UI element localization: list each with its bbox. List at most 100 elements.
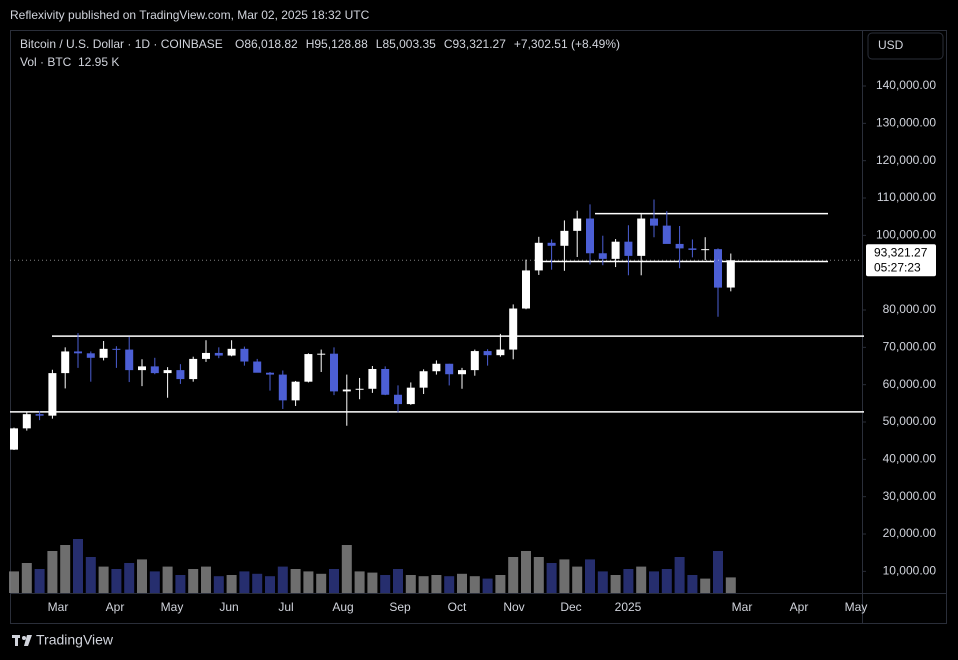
x-tick-label: Sep — [389, 600, 411, 614]
volume-bar — [393, 569, 403, 593]
candle-body — [445, 363, 454, 375]
currency-button[interactable] — [867, 32, 944, 60]
candle-body — [394, 394, 402, 405]
candle-body — [624, 241, 633, 256]
candle-body — [368, 368, 377, 389]
candle-body — [714, 249, 722, 288]
candle-body — [253, 361, 262, 373]
x-tick-label: 2025 — [615, 600, 642, 614]
volume-bar — [329, 569, 339, 593]
candle-body — [522, 270, 530, 309]
candle-body — [611, 241, 620, 259]
volume-title: Vol · BTC — [20, 55, 72, 69]
publish-info: Reflexivity published on TradingView.com… — [10, 8, 370, 22]
volume-bar — [367, 572, 378, 593]
volume-bar — [713, 551, 723, 593]
volume-bar — [508, 557, 519, 593]
candle-body — [560, 230, 569, 246]
y-tick-label: 120,000.00 — [876, 153, 936, 167]
volume-bar — [226, 575, 237, 593]
candle-body — [355, 388, 364, 390]
candle-body — [202, 352, 210, 359]
volume-bar — [21, 563, 32, 593]
candle-body — [586, 218, 594, 254]
y-tick-label: 30,000.00 — [883, 489, 937, 503]
candle-body — [214, 352, 223, 356]
volume-bar — [162, 566, 173, 593]
volume-bar — [444, 576, 455, 593]
volume-bar — [418, 576, 429, 593]
volume-bar — [597, 571, 608, 593]
candle-body — [61, 351, 70, 374]
y-tick-label: 100,000.00 — [876, 228, 936, 242]
volume-bar — [265, 576, 275, 593]
x-tick-label: Apr — [106, 600, 125, 614]
volume-bar — [457, 573, 467, 593]
candle-body — [330, 353, 338, 392]
x-tick-label: Mar — [48, 600, 69, 614]
ohlc-value: H95,128.88 — [306, 37, 368, 51]
currency[interactable]: USD — [878, 38, 904, 52]
volume-bar — [687, 575, 698, 593]
candle-body — [342, 389, 351, 392]
volume-bar — [252, 573, 263, 593]
candle-body — [547, 242, 556, 246]
candle-body — [266, 372, 274, 375]
ohlc-value: O86,018.82 — [235, 37, 298, 51]
candle-body — [650, 218, 658, 226]
candle-body — [189, 358, 198, 380]
x-tick-label: May — [161, 600, 184, 614]
volume-bar — [175, 575, 186, 593]
candle-body — [10, 428, 18, 450]
x-tick-label: Apr — [790, 600, 809, 614]
candle-body — [458, 370, 466, 375]
volume-bar — [47, 551, 58, 593]
volume-bar — [201, 566, 211, 593]
candle-body — [125, 349, 134, 371]
y-tick-label: 130,000.00 — [876, 116, 936, 130]
candle-body — [496, 349, 505, 356]
volume-bar — [73, 539, 83, 593]
volume-bar — [623, 569, 634, 593]
volume-bar — [213, 576, 224, 593]
chart-frame — [10, 30, 947, 624]
volume-bar — [239, 571, 250, 593]
volume-bar — [674, 557, 685, 593]
candle-body — [406, 387, 415, 405]
volume-bar — [521, 551, 531, 593]
candle-body — [35, 414, 44, 416]
volume-bar — [559, 559, 570, 593]
x-tick-label: May — [845, 600, 868, 614]
candle-body — [470, 351, 479, 371]
y-tick-label: 50,000.00 — [883, 414, 937, 428]
volume-bar — [469, 576, 480, 593]
logo — [12, 635, 32, 646]
volume-bar — [649, 571, 659, 593]
candle-body — [662, 225, 671, 244]
x-tick-label: Dec — [560, 600, 581, 614]
candle-body — [227, 348, 236, 356]
candle-body — [138, 366, 146, 371]
y-tick-label: 60,000.00 — [883, 377, 937, 391]
price-tag-value: 93,321.27 — [874, 245, 928, 259]
volume-bar — [98, 566, 109, 593]
volume-bar — [354, 571, 365, 593]
volume-bar — [290, 569, 301, 593]
candle-body — [99, 348, 108, 358]
x-tick-label: Jun — [219, 600, 238, 614]
volume-bar — [188, 569, 199, 593]
y-tick-label: 10,000.00 — [883, 564, 937, 578]
volume-bar — [111, 569, 122, 593]
candle-body — [598, 253, 607, 259]
volume-bar — [9, 571, 19, 593]
volume-bar — [533, 557, 544, 593]
candle-body — [432, 363, 441, 372]
candle-body — [112, 348, 121, 350]
change: +7,302.51 (+8.49%) — [514, 37, 620, 51]
x-tick-label: Mar — [732, 600, 753, 614]
y-tick-label: 80,000.00 — [883, 302, 937, 316]
candle-body — [291, 381, 300, 401]
y-tick-label: 140,000.00 — [876, 78, 936, 92]
candle-body — [150, 366, 159, 374]
